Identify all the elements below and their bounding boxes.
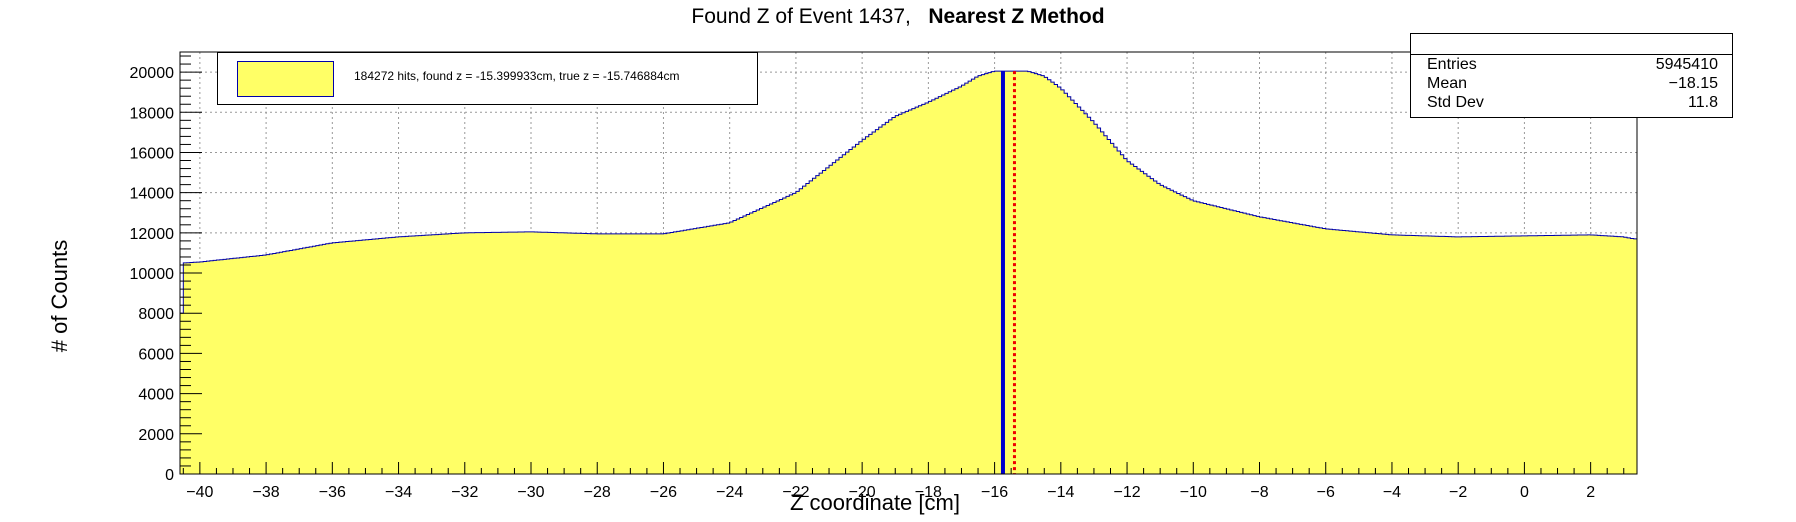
- x-tick-label: −18: [915, 484, 942, 501]
- axes: −40 −38 −36 −34 −32 −30 −28 −26 −24 −22 −20 −18 −16−…: [130, 55, 1625, 501]
- stats-box: Entries 5945410 Mean −18.15 Std Dev 11.8: [1410, 33, 1733, 118]
- stats-key: Mean: [1427, 75, 1468, 92]
- x-tick-label: −10: [1180, 484, 1207, 501]
- title-main: Found Z of Event 1437,: [691, 5, 911, 28]
- stats-header: [1411, 34, 1732, 55]
- plot-frame: [179, 51, 1638, 475]
- y-tick-label: 2000: [138, 427, 174, 444]
- title-method: Nearest Z Method: [928, 5, 1105, 28]
- y-tick-label: 0: [165, 467, 174, 484]
- y-tick-label: 20000: [130, 65, 175, 82]
- y-tick-label: 6000: [138, 346, 174, 363]
- legend: 184272 hits, found z = -15.399933cm, tru…: [217, 52, 758, 105]
- x-tick-label: −40: [186, 484, 213, 501]
- x-tick-label: −28: [584, 484, 611, 501]
- y-tick-label: 4000: [138, 387, 174, 404]
- x-tick-label: −4: [1383, 484, 1401, 501]
- x-tick-label: −24: [716, 484, 743, 501]
- stats-value: −18.15: [1668, 75, 1718, 92]
- stats-row-mean: Mean −18.15: [1411, 75, 1732, 94]
- y-tick-label: 8000: [138, 306, 174, 323]
- x-tick-label: −6: [1317, 484, 1335, 501]
- y-tick-label: 12000: [130, 226, 175, 243]
- stats-value: 11.8: [1688, 94, 1718, 111]
- x-axis-label: Z coordinate [cm]: [790, 490, 960, 515]
- x-tick-label: −22: [782, 484, 809, 501]
- x-tick-label: −30: [517, 484, 544, 501]
- stats-row-entries: Entries 5945410: [1411, 56, 1732, 75]
- legend-label: 184272 hits, found z = -15.399933cm, tru…: [354, 69, 680, 83]
- stats-row-stddev: Std Dev 11.8: [1411, 94, 1732, 113]
- y-axis-label: # of Counts: [47, 239, 72, 353]
- x-tick-label: 0: [1520, 484, 1529, 501]
- x-tick-label: −2: [1449, 484, 1467, 501]
- y-tick-label: 14000: [130, 186, 175, 203]
- y-tick-label: 10000: [130, 266, 175, 283]
- stats-key: Entries: [1427, 56, 1477, 73]
- x-tick-label: −36: [319, 484, 346, 501]
- y-tick-label: 18000: [130, 105, 175, 122]
- x-tick-label: −38: [253, 484, 280, 501]
- stats-value: 5945410: [1655, 56, 1718, 73]
- x-tick-label: −8: [1250, 484, 1268, 501]
- x-tick-label: −20: [849, 484, 876, 501]
- y-tick-label: 16000: [130, 145, 175, 162]
- x-tick-label: −14: [1047, 484, 1074, 501]
- histogram-outline: [179, 70, 1638, 474]
- legend-swatch: [237, 61, 334, 97]
- x-tick-label: 2: [1586, 484, 1595, 501]
- chart-title: Found Z of Event 1437, Nearest Z Method: [0, 5, 1796, 29]
- stats-key: Std Dev: [1427, 94, 1484, 111]
- histogram-fill: [180, 71, 1637, 474]
- x-tick-label: −26: [650, 484, 677, 501]
- x-tick-label: −32: [451, 484, 478, 501]
- x-tick-label: −16: [981, 484, 1008, 501]
- x-tick-label: −34: [385, 484, 412, 501]
- x-tick-label: −12: [1113, 484, 1140, 501]
